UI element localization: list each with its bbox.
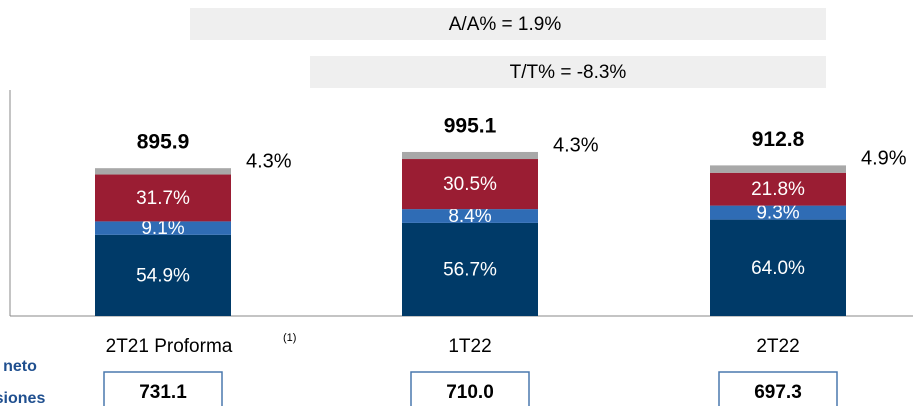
segment-label: 21.8% [751, 179, 805, 200]
side-label: neto [3, 358, 37, 375]
bar-segment [95, 221, 231, 235]
segment-label: 4.3% [246, 150, 292, 172]
footnote: (1) [283, 332, 296, 344]
bar-segment [95, 168, 231, 175]
bar-segment [710, 219, 846, 316]
segment-label: 30.5% [443, 174, 497, 195]
total-label: 995.1 [444, 114, 497, 137]
net-value: 697.3 [754, 382, 802, 403]
net-value: 710.0 [446, 382, 494, 403]
total-label: 895.9 [137, 131, 190, 154]
segment-label: 31.7% [136, 188, 190, 209]
bar-segment [95, 174, 231, 222]
segment-label: 8.4% [448, 206, 491, 227]
category-label: 2T21 Proforma [106, 336, 233, 357]
segment-label: 9.3% [756, 203, 799, 224]
total-label: 912.8 [752, 128, 805, 151]
bar-segment [95, 234, 231, 316]
net-value: 731.1 [139, 382, 187, 403]
net-box [410, 371, 530, 406]
annotation-box [310, 56, 826, 88]
net-box [718, 371, 838, 406]
annotation: A/A% = 1.9% [449, 14, 562, 35]
bar-segment [402, 159, 538, 210]
net-box [103, 371, 223, 406]
segment-label: 9.1% [141, 218, 184, 239]
segment-label: 54.9% [136, 265, 190, 286]
annotation: T/T% = -8.3% [510, 62, 627, 83]
annotation-box [190, 8, 826, 40]
segment-label: 64.0% [751, 258, 805, 279]
bar-segment [402, 209, 538, 223]
category-label: 2T22 [756, 336, 799, 357]
segment-label: 56.7% [443, 259, 497, 280]
side-label: siones [0, 390, 45, 406]
bar-segment [402, 222, 538, 316]
bar-segment [710, 165, 846, 173]
category-label: 1T22 [448, 336, 491, 357]
segment-label: 4.3% [553, 134, 599, 156]
segment-label: 4.9% [861, 148, 907, 170]
bar-segment [710, 205, 846, 220]
bar-segment [402, 151, 538, 160]
bar-segment [710, 172, 846, 206]
